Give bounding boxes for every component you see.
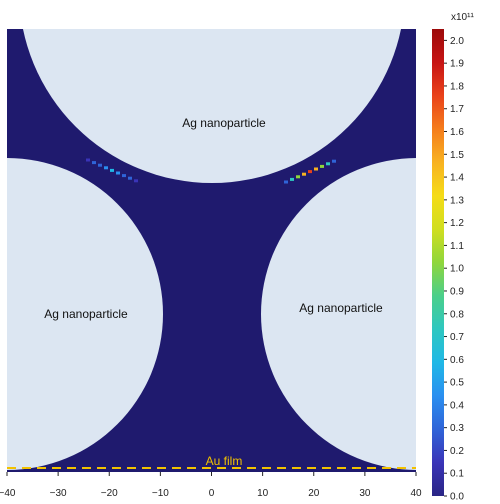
colorbar-tick-label: 0.7 xyxy=(450,332,464,343)
colorbar-exponent: x10¹¹ xyxy=(451,12,474,23)
colorbar-ticks: 0.0 0.1 0.2 0.3 0.4 0.5 0.6 0.7 0.8 0.9 1.0 1.1 1.2 1… xyxy=(444,36,464,503)
plot-content xyxy=(7,29,416,470)
hotspot-cell xyxy=(326,162,330,166)
x-tick-label: −10 xyxy=(152,488,169,499)
colorbar-tick-label: 1.1 xyxy=(450,241,464,252)
ag-nanoparticle-left xyxy=(7,158,163,470)
hotspot-cell xyxy=(104,166,108,170)
hotspot-cell xyxy=(314,167,318,171)
x-tick-label: 30 xyxy=(359,488,371,499)
colorbar-tick-label: 0.4 xyxy=(450,400,464,411)
colorbar-tick-label: 1.5 xyxy=(450,150,464,161)
colorbar xyxy=(432,29,444,496)
x-axis: −40 −30 −20 −10 0 10 20 30 40 xyxy=(0,472,422,499)
hotspot-left xyxy=(86,158,138,183)
hotspot-cell xyxy=(92,161,96,165)
hotspot-cell xyxy=(134,179,138,183)
hotspot-cell xyxy=(290,177,294,181)
colorbar-tick-label: 0.0 xyxy=(450,492,464,503)
hotspot-cell xyxy=(332,159,336,163)
hotspot-cell xyxy=(308,170,312,174)
colorbar-tick-label: 0.1 xyxy=(450,469,464,480)
hotspot-cell xyxy=(110,168,114,172)
hotspot-cell xyxy=(302,172,306,176)
hotspot-cell xyxy=(296,175,300,179)
x-tick-label: −40 xyxy=(0,488,16,499)
colorbar-tick-label: 0.9 xyxy=(450,286,464,297)
hotspot-cell xyxy=(98,163,102,167)
colorbar-tick-label: 2.0 xyxy=(450,36,464,47)
hotspot-cell xyxy=(116,171,120,175)
colorbar-tick-label: 0.8 xyxy=(450,309,464,320)
colorbar-tick-label: 1.7 xyxy=(450,104,464,115)
colorbar-tick-label: 1.6 xyxy=(450,127,464,138)
region-label-left: Ag nanoparticle xyxy=(44,307,128,321)
colorbar-tick-label: 0.2 xyxy=(450,446,464,457)
hotspot-right xyxy=(284,159,336,184)
x-tick-label: −20 xyxy=(101,488,118,499)
region-label-top: Ag nanoparticle xyxy=(182,116,266,130)
x-tick-label: 10 xyxy=(257,488,269,499)
colorbar-tick-label: 0.6 xyxy=(450,355,464,366)
ag-nanoparticle-top xyxy=(23,29,401,183)
colorbar-tick-label: 1.0 xyxy=(450,264,464,275)
x-tick-label: 0 xyxy=(209,488,215,499)
x-tick-label: 20 xyxy=(308,488,320,499)
colorbar-tick-label: 0.5 xyxy=(450,378,464,389)
colorbar-tick-label: 1.3 xyxy=(450,195,464,206)
hotspot-cell xyxy=(284,180,288,184)
colorbar-tick-label: 1.4 xyxy=(450,173,464,184)
x-tick-label: −30 xyxy=(50,488,67,499)
hotspot-cell xyxy=(320,164,324,168)
colorbar-tick-label: 1.2 xyxy=(450,218,464,229)
colorbar-tick-label: 1.8 xyxy=(450,81,464,92)
hotspot-cell xyxy=(128,176,132,180)
hotspot-cell xyxy=(122,174,126,178)
colorbar-tick-label: 1.9 xyxy=(450,59,464,70)
au-film-label: Au film xyxy=(206,454,243,468)
region-label-right: Ag nanoparticle xyxy=(299,301,383,315)
x-tick-label: 40 xyxy=(410,488,422,499)
ag-nanoparticle-right xyxy=(261,158,416,470)
colorbar-tick-label: 0.3 xyxy=(450,423,464,434)
hotspot-cell xyxy=(86,158,90,162)
